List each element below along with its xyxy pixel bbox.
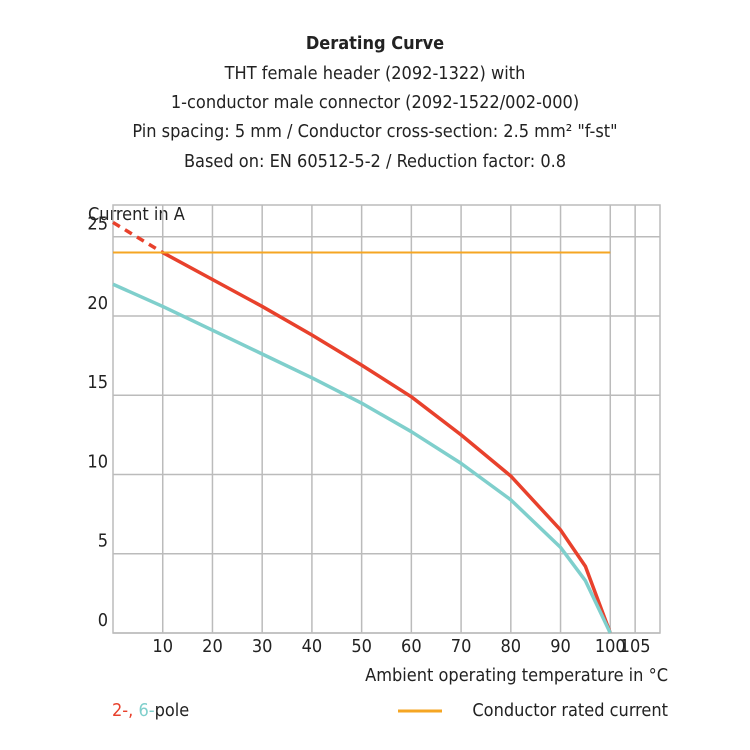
legend-label: 2-, 6-pole (112, 700, 189, 721)
chart-title: Derating Curve (306, 33, 444, 54)
x-tick-label: 105 (620, 636, 651, 657)
y-tick-label: 0 (98, 610, 108, 631)
y-tick-label: 15 (87, 372, 108, 393)
x-tick-label: 20 (202, 636, 223, 657)
subtitle: THT female header (2092-1322) with (224, 63, 526, 84)
x-tick-label: 60 (401, 636, 422, 657)
subtitle: Based on: EN 60512-5-2 / Reduction facto… (184, 151, 566, 172)
y-tick-label: 20 (87, 293, 108, 314)
x-axis-label: Ambient operating temperature in °C (365, 665, 668, 686)
line-series (112, 282, 612, 634)
y-tick-label: 25 (87, 214, 108, 235)
x-tick-label: 80 (501, 636, 522, 657)
x-tick-label: 50 (351, 636, 372, 657)
legend-part: pole (155, 700, 190, 721)
x-tick-label: 40 (302, 636, 323, 657)
subtitle: 1-conductor male connector (2092-1522/00… (171, 92, 579, 113)
legend-label: Conductor rated current (472, 700, 668, 721)
line-series (112, 220, 164, 255)
y-tick-label: 5 (98, 531, 108, 552)
x-tick-label: 70 (451, 636, 472, 657)
x-tick-label: 100 (595, 636, 626, 657)
legend-part: , (128, 700, 138, 721)
x-tick-label: 30 (252, 636, 273, 657)
legend-part: 6- (138, 700, 154, 721)
line-series (161, 251, 612, 634)
y-tick-label: 10 (87, 451, 108, 472)
legend-part: 2- (112, 700, 128, 721)
x-tick-label: 90 (550, 636, 571, 657)
subtitle: Pin spacing: 5 mm / Conductor cross-sect… (132, 121, 617, 142)
y-axis-label: Current in A (88, 204, 185, 225)
x-tick-label: 10 (152, 636, 173, 657)
